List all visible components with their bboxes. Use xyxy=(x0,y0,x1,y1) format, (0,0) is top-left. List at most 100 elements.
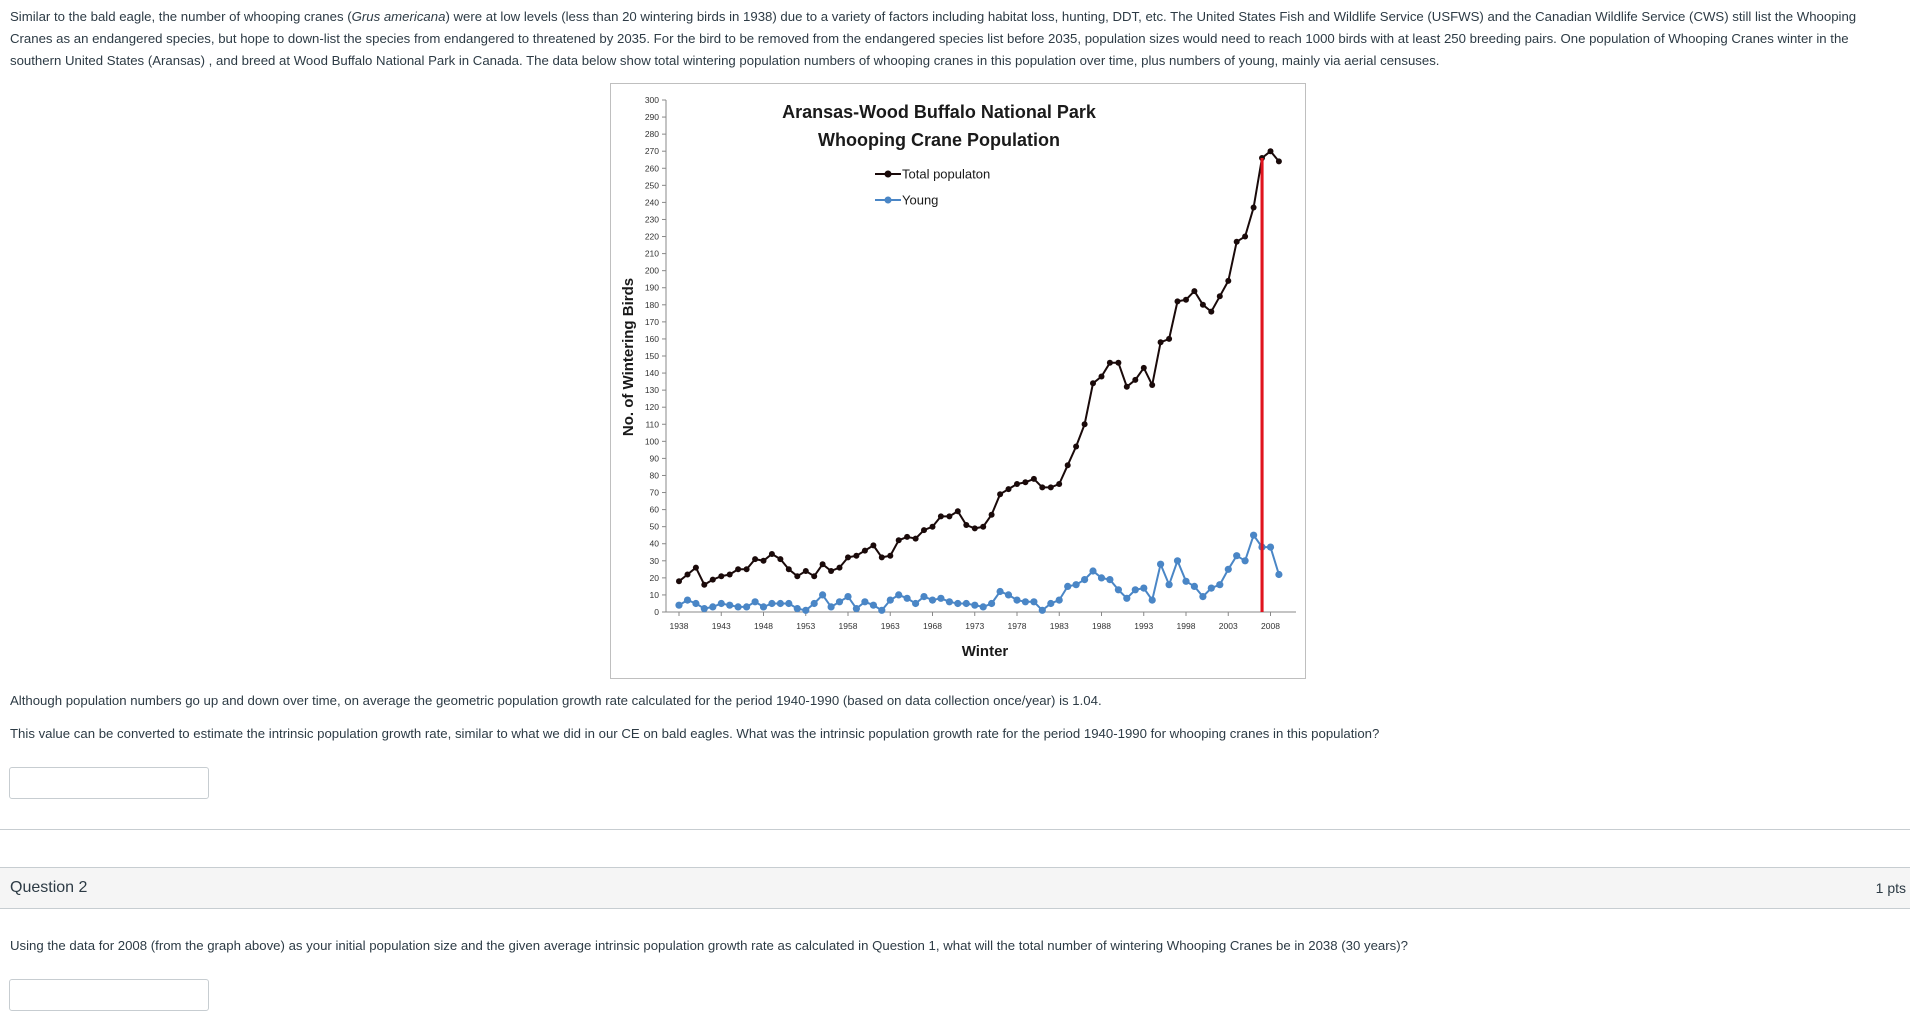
total-population-point xyxy=(1149,382,1156,388)
total-population-point xyxy=(1199,301,1206,308)
young-point xyxy=(793,605,801,613)
young-point xyxy=(878,606,886,614)
young-point xyxy=(1140,584,1148,592)
x-tick-label: 1978 xyxy=(1008,621,1027,631)
chart-svg: Aransas-Wood Buffalo National Park Whoop… xyxy=(620,95,1296,660)
young-point xyxy=(912,599,920,608)
total-population-point xyxy=(1225,277,1232,284)
young-point xyxy=(962,599,970,608)
total-population-point xyxy=(1157,339,1164,346)
young-point xyxy=(827,603,835,611)
total-population-point xyxy=(684,571,691,578)
total-population-point xyxy=(887,552,894,559)
y-tick-label: 80 xyxy=(650,470,660,480)
question1-paragraph1: Although population numbers go up and do… xyxy=(10,693,1102,708)
total-population-point xyxy=(929,523,936,530)
y-axis-label: No. of Wintering Birds xyxy=(620,278,637,436)
total-population-point xyxy=(1098,373,1105,380)
total-population-point xyxy=(1123,383,1130,390)
young-point xyxy=(802,606,810,614)
total-population-point xyxy=(1140,364,1147,371)
total-population-point xyxy=(1106,359,1113,366)
legend: Total populaton Young xyxy=(875,167,990,208)
y-tick-label: 260 xyxy=(645,163,659,173)
total-population-point xyxy=(836,564,843,571)
intro-text-end: ) were at low levels (less than 20 winte… xyxy=(10,9,1857,68)
total-population-point xyxy=(1039,484,1046,491)
legend-total-label: Total populaton xyxy=(902,167,990,182)
y-tick-label: 70 xyxy=(650,488,660,498)
young-point xyxy=(751,598,759,606)
young-point xyxy=(1123,594,1131,602)
y-tick-label: 180 xyxy=(645,300,659,310)
young-point xyxy=(1097,574,1106,582)
young-point xyxy=(1106,576,1114,584)
young-point xyxy=(1038,606,1046,614)
total-population-point xyxy=(946,513,953,520)
total-population-point xyxy=(692,564,699,571)
question2-answer-input[interactable] xyxy=(9,979,209,1011)
y-tick-label: 60 xyxy=(650,505,660,515)
total-population-point xyxy=(1115,359,1122,366)
total-population-point xyxy=(1208,308,1215,315)
total-population-point xyxy=(811,573,818,580)
total-population-point xyxy=(768,551,775,557)
young-point xyxy=(743,603,751,611)
total-population-point xyxy=(1056,481,1063,487)
chart-title-line2: Whooping Crane Population xyxy=(818,130,1060,150)
young-point xyxy=(1004,591,1013,599)
total-population-point xyxy=(988,511,995,518)
young-point xyxy=(759,603,768,611)
question-divider xyxy=(0,829,1910,830)
young-point xyxy=(886,596,894,604)
young-point xyxy=(776,599,784,608)
young-point xyxy=(954,599,962,608)
x-tick-label: 1988 xyxy=(1092,621,1111,631)
total-population-point xyxy=(735,566,742,573)
young-point xyxy=(1224,565,1232,573)
x-tick-label: 1963 xyxy=(881,621,900,631)
young-point xyxy=(692,599,700,608)
question1-answer-input[interactable] xyxy=(9,767,209,799)
young-point xyxy=(683,596,692,604)
y-tick-label: 120 xyxy=(645,402,659,412)
young-point xyxy=(1114,586,1122,594)
series-layer xyxy=(675,148,1283,614)
total-population-point xyxy=(1242,233,1249,240)
y-tick-label: 40 xyxy=(650,539,660,549)
young-point xyxy=(835,598,844,606)
young-point xyxy=(1182,577,1190,585)
x-tick-label: 1968 xyxy=(923,621,942,631)
total-population-point xyxy=(718,573,725,580)
legend-young-marker xyxy=(884,196,892,204)
total-population-point xyxy=(853,552,860,559)
total-population-point xyxy=(980,523,987,530)
young-point xyxy=(1072,581,1080,589)
total-population-point xyxy=(963,522,970,528)
y-tick-label: 200 xyxy=(645,266,659,276)
young-point xyxy=(810,599,818,608)
young-point xyxy=(1081,576,1089,584)
total-population-point xyxy=(1005,486,1012,493)
total-population-point xyxy=(861,547,868,554)
young-point xyxy=(1275,570,1283,579)
total-population-point xyxy=(1216,293,1223,300)
y-axis: 0 10 20 30 40 50 60 70 80 90 100 110 120 130 140 150 160… xyxy=(645,95,667,617)
total-population-point xyxy=(777,556,784,563)
x-tick-label: 1993 xyxy=(1134,621,1153,631)
young-point xyxy=(1266,543,1275,551)
young-point xyxy=(945,598,953,606)
young-point xyxy=(1047,599,1055,608)
y-tick-label: 290 xyxy=(645,112,659,122)
y-tick-label: 230 xyxy=(645,214,659,224)
total-population-point xyxy=(1191,288,1198,295)
young-point xyxy=(700,605,708,613)
young-line xyxy=(678,533,1280,612)
y-tick-label: 100 xyxy=(645,436,659,446)
total-population-point xyxy=(1132,376,1139,383)
young-point xyxy=(937,594,945,602)
young-point xyxy=(861,598,869,606)
young-point xyxy=(1207,584,1215,592)
young-point xyxy=(1216,581,1224,589)
x-tick-label: 1958 xyxy=(839,621,858,631)
